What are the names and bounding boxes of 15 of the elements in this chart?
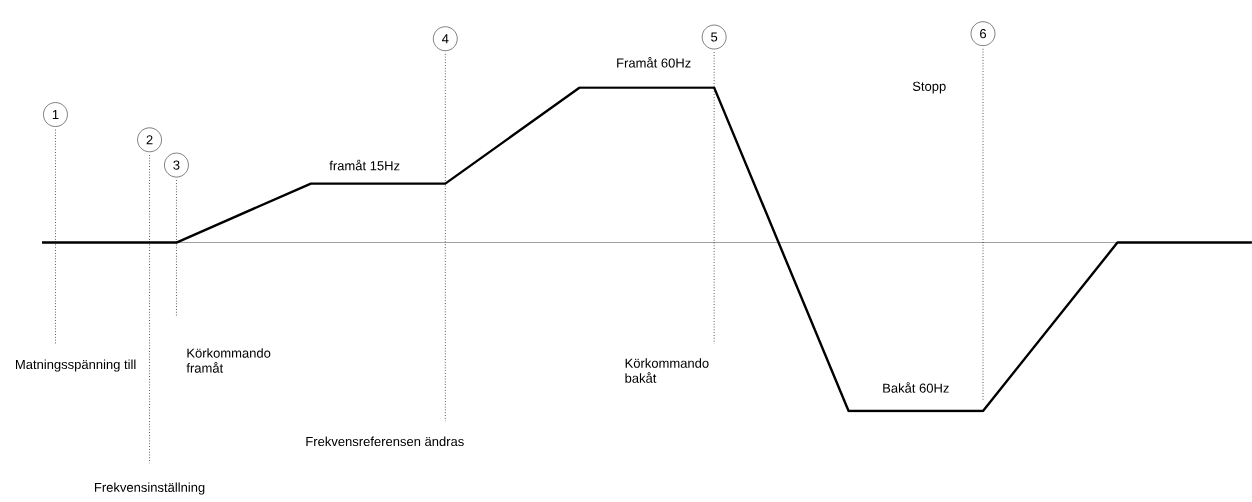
text: Frekvensreferensen ändras xyxy=(306,436,464,447)
annotation: Körkommando framåt xyxy=(186,348,271,373)
annotation: Körkommando bakåt xyxy=(625,358,709,383)
text: 5 xyxy=(711,32,718,42)
text: 6 xyxy=(980,29,987,39)
annotation: 2 xyxy=(146,135,153,145)
text: Framåt 60Hz xyxy=(617,57,691,68)
annotation: Stopp xyxy=(912,81,946,94)
text: 4 xyxy=(441,34,449,44)
text: Frekvensinställning xyxy=(94,482,205,495)
annotation: Matningsspänning till xyxy=(15,359,136,372)
annotation: 3 xyxy=(173,160,180,170)
annotation: Bakåt 60Hz xyxy=(883,382,949,393)
annotation: 1 xyxy=(52,110,59,120)
annotation: framåt 15Hz xyxy=(329,159,400,171)
